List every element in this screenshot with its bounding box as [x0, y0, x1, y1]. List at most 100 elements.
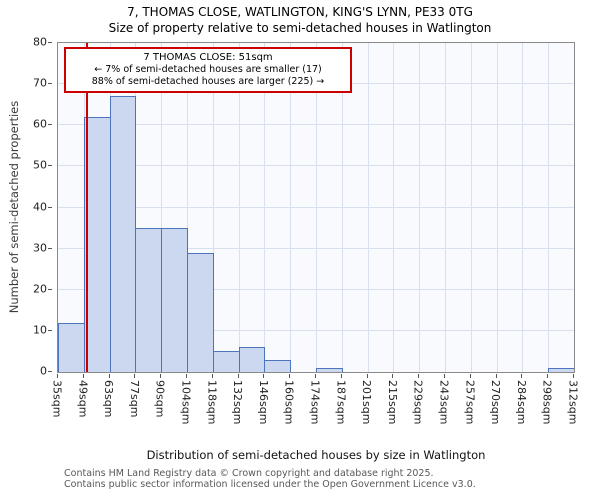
x-tick-mark [573, 374, 574, 378]
property-marker-line [86, 43, 89, 372]
y-tick-label: 60 [33, 117, 47, 131]
histogram-bar [264, 359, 292, 372]
v-gridline [238, 43, 240, 372]
x-tick-mark [521, 374, 523, 378]
y-tick-mark [48, 206, 52, 208]
y-tick-mark [48, 329, 52, 331]
x-tick-mark [211, 374, 213, 378]
x-tick-label: 132sqm [231, 380, 245, 425]
x-tick-label: 284sqm [514, 380, 528, 425]
v-gridline [290, 43, 292, 372]
v-gridline [419, 43, 421, 372]
chart-title: 7, THOMAS CLOSE, WATLINGTON, KING'S LYNN… [127, 5, 473, 19]
histogram-bar [109, 96, 137, 372]
v-gridline [187, 43, 188, 372]
x-tick-label: 63sqm [102, 380, 116, 418]
x-tick-mark [340, 374, 342, 378]
x-tick-mark [263, 374, 265, 378]
x-tick-mark [315, 374, 316, 378]
y-tick-label: 50 [33, 158, 47, 172]
x-tick-mark [160, 374, 162, 378]
x-tick-mark [469, 374, 471, 378]
x-tick-mark [289, 374, 291, 378]
callout-property-line: 7 THOMAS CLOSE: 51sqm [143, 52, 273, 63]
x-tick-mark [57, 374, 58, 378]
x-tick-label: 49sqm [76, 380, 90, 418]
x-tick-label: 187sqm [334, 380, 348, 425]
x-tick-label: 298sqm [540, 380, 554, 425]
histogram-bar [187, 252, 214, 372]
y-tick-label: 40 [33, 200, 47, 213]
x-tick-label: 174sqm [308, 380, 322, 425]
x-tick-label: 270sqm [489, 380, 503, 425]
x-tick-mark [418, 374, 420, 378]
v-gridline [367, 43, 369, 372]
x-tick-mark [444, 374, 445, 378]
histogram-bar [58, 322, 85, 372]
v-gridline [393, 43, 395, 372]
v-gridline [264, 43, 266, 372]
x-axis-ticks: 35sqm 49sqm 63sqm 77sqm 90sqm 104sqm 118sqm 132… [51, 374, 580, 448]
y-tick-mark [48, 124, 52, 126]
callout: 7 THOMAS CLOSE: 51sqm ← 7% of semi-detac… [64, 47, 352, 93]
v-gridline [316, 43, 317, 372]
y-tick-label: 0 [40, 364, 47, 378]
y-axis-ticks: 0 10 20 30 40 50 60 70 80 [0, 36, 52, 378]
histogram-bar [548, 367, 574, 372]
v-gridline [496, 43, 498, 372]
histogram-bar [238, 347, 266, 372]
histogram-bar [161, 228, 188, 372]
x-axis-label: Distribution of semi-detached houses by … [146, 448, 486, 462]
histogram-bar [135, 228, 163, 372]
x-tick-mark [237, 374, 239, 378]
x-tick-mark [82, 374, 84, 378]
x-tick-mark [366, 374, 368, 378]
x-tick-label: 257sqm [463, 380, 477, 425]
y-tick-mark [48, 247, 52, 249]
x-tick-mark [108, 374, 110, 378]
histogram-bar [212, 351, 240, 372]
v-gridline [212, 43, 214, 372]
callout-smaller-line: ← 7% of semi-detached houses are smaller… [94, 64, 322, 75]
footer-copyright-line: Contains HM Land Registry data © Crown c… [64, 468, 434, 479]
y-tick-mark [48, 83, 52, 85]
v-gridline [522, 43, 524, 372]
histogram-bar [316, 367, 343, 372]
v-gridline [470, 43, 472, 372]
v-gridline [161, 43, 163, 372]
v-gridline [548, 43, 550, 372]
y-tick-mark [48, 371, 52, 372]
y-tick-label: 30 [33, 241, 47, 255]
x-tick-mark [186, 374, 187, 378]
y-tick-mark [48, 42, 52, 43]
v-gridline [445, 43, 446, 372]
y-tick-mark [48, 288, 52, 290]
y-tick-mark [48, 165, 52, 167]
chart-subtitle: Size of property relative to semi-detach… [108, 21, 492, 35]
y-tick-label: 80 [33, 35, 47, 49]
y-tick-label: 20 [33, 282, 47, 296]
x-tick-mark [547, 374, 549, 378]
x-tick-label: 201sqm [360, 380, 374, 425]
x-tick-label: 215sqm [385, 380, 399, 425]
x-tick-mark [392, 374, 394, 378]
y-tick-label: 10 [33, 323, 47, 337]
x-tick-label: 243sqm [437, 380, 451, 425]
footer-licence-line: Contains public sector information licen… [64, 479, 476, 490]
x-tick-label: 118sqm [205, 380, 219, 425]
x-tick-mark [495, 374, 497, 378]
x-tick-label: 160sqm [282, 380, 296, 425]
x-tick-label: 312sqm [566, 380, 580, 425]
y-tick-label: 70 [33, 76, 47, 90]
x-tick-label: 90sqm [153, 380, 167, 418]
x-tick-mark [134, 374, 136, 378]
callout-larger-line: 88% of semi-detached houses are larger (… [91, 76, 325, 87]
v-gridline [341, 43, 343, 372]
plot-area [57, 42, 575, 373]
x-tick-label: 35sqm [50, 380, 64, 418]
x-tick-label: 104sqm [179, 380, 193, 425]
x-tick-label: 146sqm [256, 380, 270, 425]
x-tick-label: 77sqm [127, 380, 141, 418]
x-tick-label: 229sqm [411, 380, 425, 425]
